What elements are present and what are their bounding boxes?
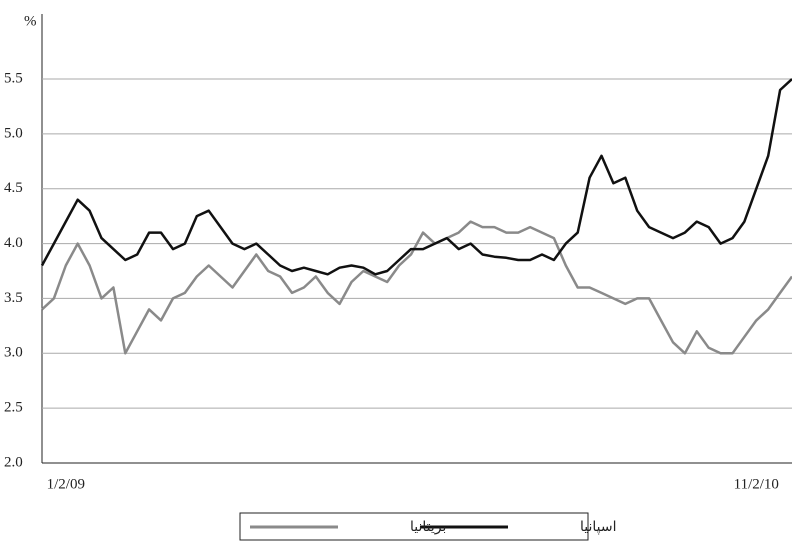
- legend-label: اسپانيا: [580, 519, 617, 535]
- y-tick-label: 3.0: [4, 345, 23, 361]
- y-tick-label: 4.5: [4, 180, 23, 196]
- x-tick-label: 1/2/09: [47, 476, 85, 492]
- y-tick-label: 5.5: [4, 70, 23, 86]
- y-axis-label: %: [24, 13, 37, 29]
- y-tick-label: 5.0: [4, 125, 23, 141]
- line-series: [41, 220, 792, 355]
- y-tick-label: 2.5: [4, 400, 23, 416]
- y-tick-label: 4.0: [4, 235, 23, 251]
- y-tick-label: 2.0: [4, 454, 23, 470]
- legend-label: بريتانيا: [410, 519, 446, 535]
- legend-box: [239, 512, 589, 541]
- line-series: [40, 78, 792, 276]
- x-tick-label: 11/2/10: [734, 476, 779, 492]
- y-tick-label: 3.5: [4, 290, 23, 306]
